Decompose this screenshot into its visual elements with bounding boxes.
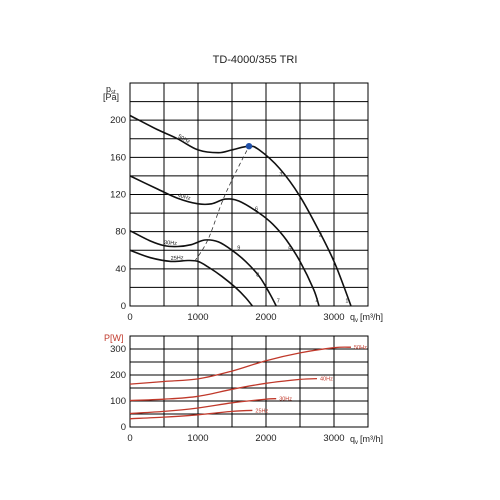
- x-tick-label: 3000: [323, 433, 344, 444]
- curve-40hz: [129, 175, 320, 307]
- pressure-axis-label: pst: [106, 84, 116, 96]
- pressure-axis-symbol: p: [106, 84, 111, 94]
- curve-label: 30Hz: [279, 397, 292, 403]
- curve-25hz: [129, 409, 253, 420]
- y-tick-label: 300: [110, 344, 126, 355]
- flow-axis-subscript-top: v: [355, 318, 358, 324]
- power-tick-labels: 0 1000 2000 3000 0 100 200 300: [110, 344, 344, 444]
- pressure-grid: [129, 82, 369, 307]
- flow-axis-label-bottom: qv [m³/h]: [350, 434, 383, 446]
- x-tick-label: 1000: [187, 312, 208, 323]
- flow-axis-symbol-bottom: q: [350, 434, 355, 444]
- curve-label: 40Hz: [177, 193, 191, 202]
- power-curves: 50Hz 40Hz 30Hz 25Hz: [129, 345, 367, 420]
- x-tick-label: 2000: [255, 312, 276, 323]
- curve-label: 25Hz: [255, 408, 268, 414]
- operating-point-marker: [245, 142, 253, 150]
- y-tick-label: 80: [115, 227, 126, 238]
- curve-number-labels: 3 2 6 5 9 8 4 7 1: [237, 172, 348, 304]
- curve-label: 25Hz: [171, 255, 184, 262]
- y-tick-label: 120: [110, 190, 126, 201]
- flow-axis-unit-bottom: [m³/h]: [360, 434, 383, 444]
- x-tick-label: 3000: [323, 312, 344, 323]
- pressure-curves: 50Hz 40Hz 30Hz 25Hz: [129, 114, 352, 307]
- pressure-axis-unit: [Pa]: [103, 92, 119, 102]
- flow-axis-unit-top: [m³/h]: [360, 312, 383, 322]
- y-tick-label: 40: [115, 264, 126, 275]
- pressure-tick-labels: 0 1000 2000 3000 0 40 80 120 160 200: [110, 115, 344, 323]
- system-curve-group: [194, 142, 253, 262]
- curve-40hz: [129, 377, 318, 402]
- system-curve: [194, 146, 250, 262]
- curve-label: 40Hz: [320, 377, 333, 383]
- flow-axis-symbol-top: q: [350, 312, 355, 322]
- curve-number: 4: [315, 298, 318, 304]
- flow-axis-label-top: qv [m³/h]: [350, 312, 383, 324]
- curve-number: 1: [345, 298, 348, 304]
- y-tick-label: 200: [110, 370, 126, 381]
- chart-title: TD-4000/355 TRI: [213, 54, 298, 66]
- curve-30hz: [129, 398, 277, 415]
- curve-number: 9: [237, 245, 240, 251]
- curve-number: 5: [288, 246, 291, 252]
- curve-50hz: [129, 346, 352, 385]
- y-tick-label: 0: [121, 301, 126, 312]
- curve-50hz: [129, 114, 352, 307]
- x-tick-label: 0: [127, 312, 132, 323]
- curve-number: 7: [277, 298, 280, 304]
- power-chart: 0 1000 2000 3000 0 100 200 300 50Hz 40Hz 30Hz 25Hz…: [104, 333, 383, 446]
- x-tick-label: 2000: [255, 433, 276, 444]
- curve-number: 3: [279, 172, 282, 178]
- pressure-axis-subscript: st: [111, 90, 116, 96]
- y-tick-label: 200: [110, 115, 126, 126]
- x-tick-label: 1000: [187, 433, 208, 444]
- curve-number: 6: [255, 206, 258, 212]
- curve-25hz: [129, 249, 254, 307]
- x-tick-label: 0: [127, 433, 132, 444]
- power-axis-label: P[W]: [104, 333, 124, 343]
- y-tick-label: 100: [110, 396, 126, 407]
- y-tick-label: 0: [121, 422, 126, 433]
- plot-frame: [129, 335, 369, 428]
- curve-label: 50Hz: [177, 134, 191, 146]
- curve-label: 50Hz: [354, 345, 367, 351]
- curve-30hz: [129, 229, 277, 307]
- curve-number: 8: [256, 272, 259, 278]
- curve-number: 2: [319, 232, 322, 238]
- y-tick-label: 160: [110, 152, 126, 163]
- curve-label: 30Hz: [164, 240, 177, 247]
- flow-axis-subscript-bottom: v: [355, 440, 358, 446]
- pressure-chart: 0 1000 2000 3000 0 40 80 120 160 200 50Hz 40Hz 30Hz…: [103, 82, 383, 324]
